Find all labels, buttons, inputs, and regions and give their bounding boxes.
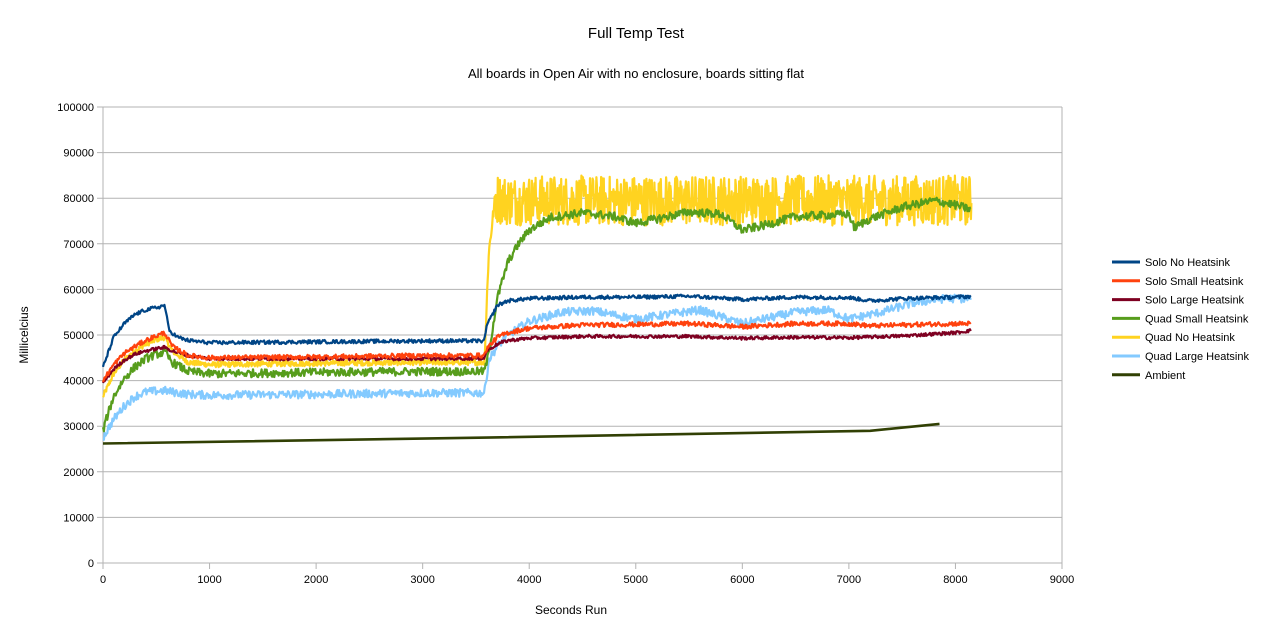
legend-label: Quad No Heatsink xyxy=(1145,332,1235,344)
y-axis-ticks: 0 10000 20000 30000 40000 50000 60000 70000 8000… xyxy=(57,102,94,570)
y-tick-label: 30000 xyxy=(63,421,94,433)
legend: Solo No Heatsink Solo Small Heatsink Solo … xyxy=(1112,257,1249,382)
x-tick-label: 3000 xyxy=(410,574,434,586)
x-tick-label: 2000 xyxy=(304,574,328,586)
series-line xyxy=(102,293,972,441)
y-tick-label: 0 xyxy=(88,558,94,570)
legend-label: Quad Small Heatsink xyxy=(1145,313,1249,325)
y-tick-label: 70000 xyxy=(63,239,94,251)
x-tick-label: 8000 xyxy=(943,574,967,586)
x-axis-ticks: 0 1000 2000 3000 4000 5000 6000 7000 8000 9000 xyxy=(100,574,1074,586)
y-tick-label: 40000 xyxy=(63,376,94,388)
y-tick-label: 60000 xyxy=(63,284,94,296)
y-tick-label: 80000 xyxy=(63,193,94,205)
legend-label: Ambient xyxy=(1145,370,1185,382)
chart-subtitle: All boards in Open Air with no enclosure… xyxy=(468,66,804,81)
series-line xyxy=(101,293,972,368)
x-tick-label: 9000 xyxy=(1050,574,1074,586)
plot-series xyxy=(101,174,973,445)
y-tick-label: 100000 xyxy=(57,102,94,114)
legend-label: Solo Small Heatsink xyxy=(1145,276,1244,288)
chart-title: Full Temp Test xyxy=(588,25,685,42)
x-tick-label: 7000 xyxy=(837,574,861,586)
legend-label: Solo No Heatsink xyxy=(1145,257,1230,269)
y-tick-label: 90000 xyxy=(63,148,94,160)
y-tick-label: 10000 xyxy=(63,512,94,524)
y-tick-label: 20000 xyxy=(63,467,94,479)
series-line xyxy=(101,196,972,433)
series-line xyxy=(101,320,972,383)
series-line xyxy=(102,174,973,398)
x-tick-label: 4000 xyxy=(517,574,541,586)
legend-label: Solo Large Heatsink xyxy=(1145,295,1245,307)
series-line xyxy=(101,328,972,384)
x-axis-label: Seconds Run xyxy=(535,603,607,617)
y-axis-label: Millicelcius xyxy=(17,306,31,363)
series-line xyxy=(102,422,940,445)
x-tick-label: 5000 xyxy=(624,574,648,586)
legend-label: Quad Large Heatsink xyxy=(1145,351,1249,363)
x-tick-label: 6000 xyxy=(730,574,754,586)
x-tick-label: 0 xyxy=(100,574,106,586)
y-tick-label: 50000 xyxy=(63,330,94,342)
x-tick-label: 1000 xyxy=(197,574,221,586)
